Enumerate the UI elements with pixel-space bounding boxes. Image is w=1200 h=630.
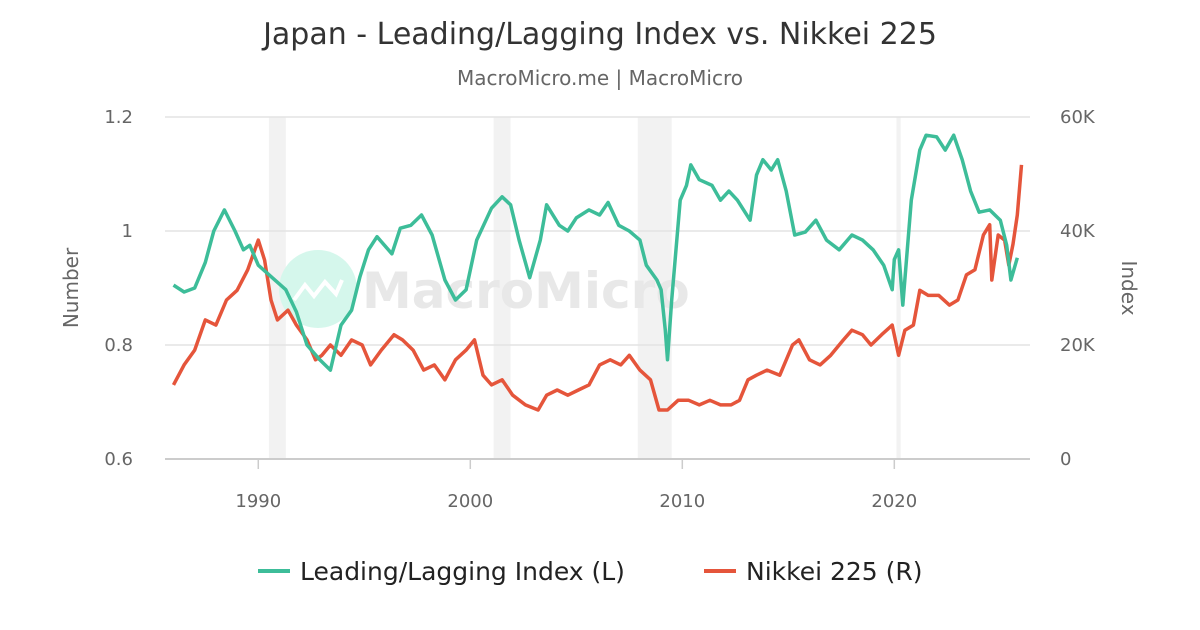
legend-item-leading-lagging[interactable]: Leading/Lagging Index (L) <box>258 557 625 586</box>
y-axis-right-label: Index <box>1117 260 1141 315</box>
axis-ticks: 0.6 0.8 1 1.2 0 20K 40K 60K 1990 2000 2010 2020 <box>104 107 1096 512</box>
y-left-tick-label: 0.6 <box>104 449 133 470</box>
y-left-tick-label: 0.8 <box>104 335 133 356</box>
chart-subtitle: MacroMicro.me | MacroMicro <box>457 66 743 90</box>
legend-label-leading-lagging: Leading/Lagging Index (L) <box>300 557 625 586</box>
series-line-nikkei <box>171 164 1024 412</box>
recession-band <box>268 117 286 459</box>
y-right-tick-label: 40K <box>1060 221 1096 242</box>
watermark-text: MacroMicro <box>362 262 690 320</box>
x-tick-label: 2010 <box>659 491 705 512</box>
x-tick-label: 1990 <box>235 491 281 512</box>
series-lines <box>171 133 1024 412</box>
legend: Leading/Lagging Index (L) Nikkei 225 (R) <box>258 557 923 586</box>
y-axis-left-label: Number <box>59 247 83 328</box>
chart-title: Japan - Leading/Lagging Index vs. Nikkei… <box>261 17 937 52</box>
x-tick-label: 2000 <box>447 491 493 512</box>
recession-band <box>896 117 901 459</box>
watermark-logo-line <box>292 278 344 302</box>
legend-item-nikkei[interactable]: Nikkei 225 (R) <box>704 557 923 586</box>
y-left-tick-label: 1.2 <box>104 107 133 128</box>
legend-label-nikkei: Nikkei 225 (R) <box>746 557 923 586</box>
y-right-tick-label: 20K <box>1060 335 1096 356</box>
watermark: MacroMicro <box>279 250 690 328</box>
x-tick-label: 2020 <box>871 491 917 512</box>
recession-band <box>637 117 672 459</box>
y-left-tick-label: 1 <box>122 221 133 242</box>
series-line-leading-lagging <box>172 133 1019 372</box>
y-right-tick-label: 60K <box>1060 107 1096 128</box>
y-right-tick-label: 0 <box>1060 449 1071 470</box>
